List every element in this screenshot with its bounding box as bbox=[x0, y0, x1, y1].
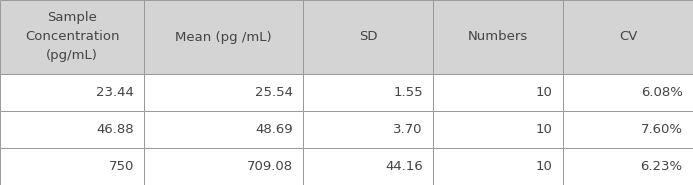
Text: SD: SD bbox=[359, 31, 378, 43]
Bar bbox=[563, 0, 693, 74]
Bar bbox=[144, 74, 304, 111]
Text: 709.08: 709.08 bbox=[247, 160, 293, 173]
Text: 44.16: 44.16 bbox=[385, 160, 423, 173]
Text: Mean (pg /mL): Mean (pg /mL) bbox=[175, 31, 272, 43]
Bar bbox=[433, 0, 563, 74]
Text: CV: CV bbox=[619, 31, 638, 43]
Bar bbox=[563, 74, 693, 111]
Text: 46.88: 46.88 bbox=[96, 123, 134, 136]
Text: 750: 750 bbox=[109, 160, 134, 173]
Bar bbox=[0, 148, 144, 185]
Bar bbox=[563, 148, 693, 185]
Bar bbox=[144, 0, 304, 74]
Text: 6.08%: 6.08% bbox=[641, 86, 683, 99]
Bar bbox=[304, 74, 433, 111]
Text: Sample
Concentration
(pg/mL): Sample Concentration (pg/mL) bbox=[25, 11, 119, 63]
Bar bbox=[304, 111, 433, 148]
Bar bbox=[563, 111, 693, 148]
Bar bbox=[304, 148, 433, 185]
Bar bbox=[0, 111, 144, 148]
Text: 10: 10 bbox=[536, 123, 553, 136]
Text: 10: 10 bbox=[536, 86, 553, 99]
Bar bbox=[0, 74, 144, 111]
Text: 10: 10 bbox=[536, 160, 553, 173]
Bar bbox=[433, 148, 563, 185]
Text: 23.44: 23.44 bbox=[96, 86, 134, 99]
Bar bbox=[433, 111, 563, 148]
Text: 6.23%: 6.23% bbox=[640, 160, 683, 173]
Bar bbox=[144, 148, 304, 185]
Text: 1.55: 1.55 bbox=[393, 86, 423, 99]
Bar bbox=[433, 74, 563, 111]
Bar bbox=[0, 0, 144, 74]
Text: Numbers: Numbers bbox=[468, 31, 528, 43]
Text: 7.60%: 7.60% bbox=[640, 123, 683, 136]
Bar bbox=[304, 0, 433, 74]
Text: 3.70: 3.70 bbox=[393, 123, 423, 136]
Text: 25.54: 25.54 bbox=[255, 86, 293, 99]
Text: 48.69: 48.69 bbox=[255, 123, 293, 136]
Bar bbox=[144, 111, 304, 148]
